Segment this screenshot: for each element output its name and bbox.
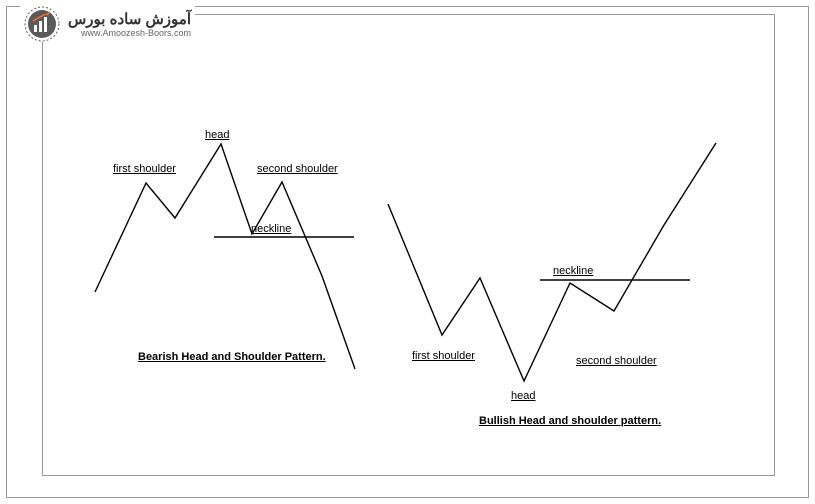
bearish-polyline	[95, 144, 355, 369]
logo-main-text: آموزش ساده بورس	[68, 10, 191, 28]
bearish-pattern	[95, 144, 355, 369]
bullish-pattern	[388, 143, 716, 381]
bearish-caption: Bearish Head and Shoulder Pattern.	[138, 351, 326, 363]
bullish-neckline-label: neckline	[553, 265, 593, 277]
logo-text: آموزش ساده بورس www.Amoozesh-Boors.com	[68, 10, 191, 38]
bearish-head-label: head	[205, 129, 229, 141]
bullish-second-shoulder-label: second shoulder	[576, 355, 657, 367]
bullish-head-label: head	[511, 390, 535, 402]
bearish-second-shoulder-label: second shoulder	[257, 163, 338, 175]
logo-sub-text: www.Amoozesh-Boors.com	[68, 28, 191, 38]
chart-canvas	[0, 0, 815, 504]
bearish-first-shoulder-label: first shoulder	[113, 163, 176, 175]
bearish-neckline-label: neckline	[251, 223, 291, 235]
logo-icon	[24, 6, 60, 42]
logo-area: آموزش ساده بورس www.Amoozesh-Boors.com	[20, 6, 195, 42]
bullish-first-shoulder-label: first shoulder	[412, 350, 475, 362]
bullish-polyline	[388, 143, 716, 381]
bullish-caption: Bullish Head and shoulder pattern.	[479, 415, 661, 427]
